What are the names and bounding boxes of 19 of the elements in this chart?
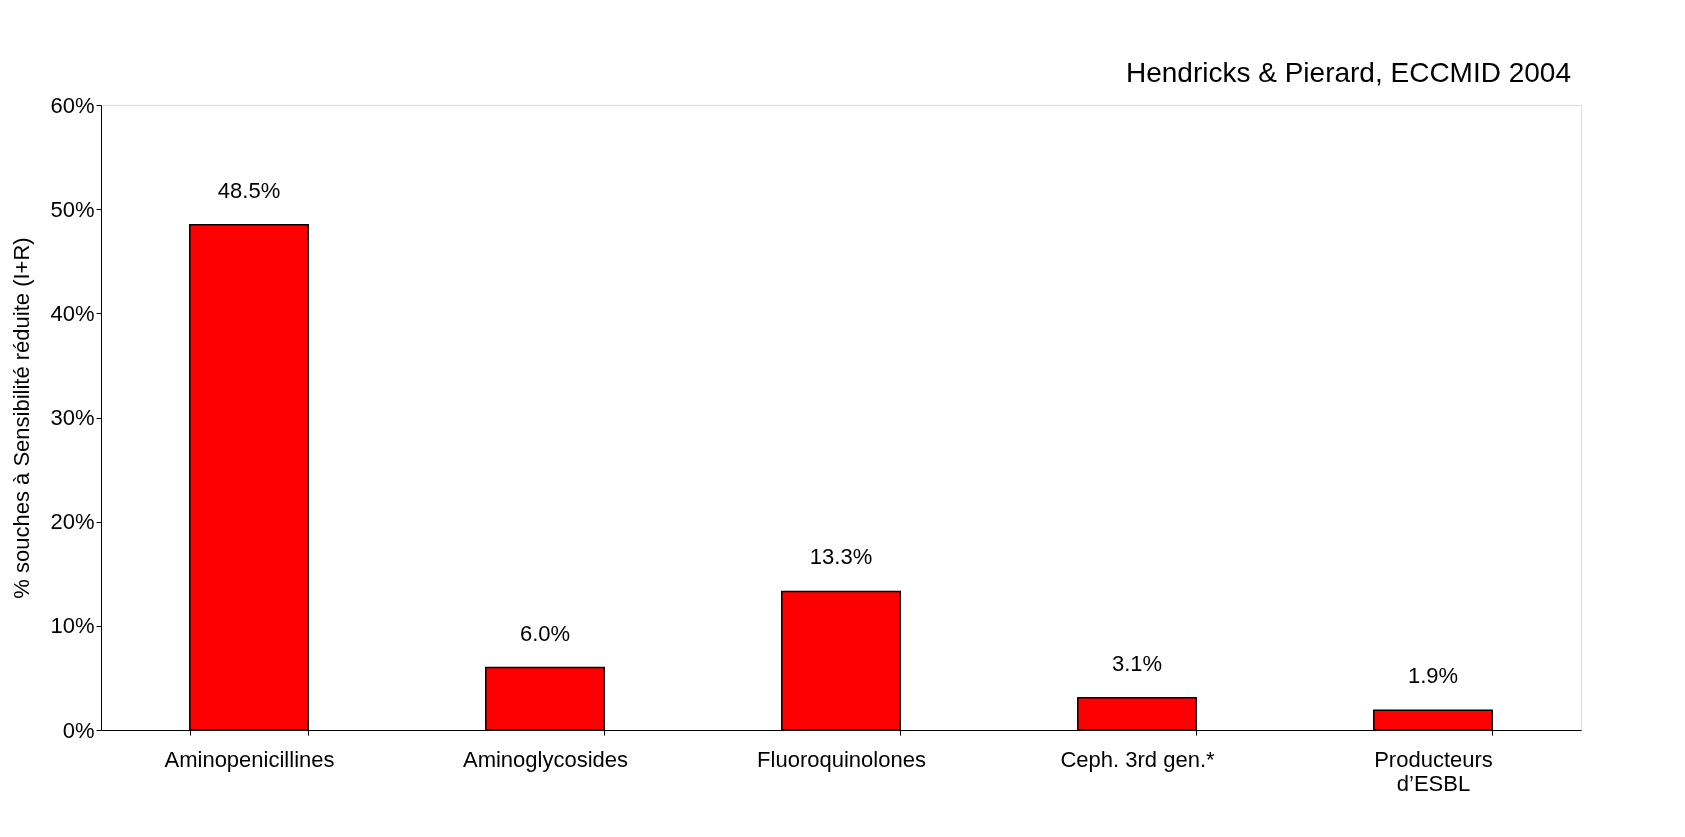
text: Hendricks & Pierard, ECCMID 2004 <box>1125 57 1571 88</box>
y-tick-label: 60% <box>50 92 95 118</box>
y-tick-label: 10% <box>50 613 95 639</box>
y-tick-label: 30% <box>50 405 95 430</box>
y-tick-label: 0% <box>62 717 95 743</box>
x-tick-label: Ceph. 3rd gen.* <box>1060 746 1215 772</box>
data-label: 48.5% <box>217 177 281 203</box>
data-label: 1.9% <box>1407 663 1459 689</box>
data-label: 13.3% <box>809 544 873 570</box>
y-tick-label: 40% <box>50 300 95 326</box>
x-tick-label: Aminoglycosides <box>462 746 629 772</box>
x-tick-label: Fluoroquinolones <box>757 746 926 772</box>
x-tick-label: Producteurs d’ESBL <box>1374 746 1493 796</box>
y-tick-label: 20% <box>50 509 95 535</box>
y-axis-title: % souches à Sensibilité réduite (I+R) <box>9 237 35 599</box>
data-label: 3.1% <box>1111 650 1163 676</box>
y-tick-label: 50% <box>50 196 95 222</box>
x-tick-label: Aminopenicillines <box>164 746 335 772</box>
data-label: 6.0% <box>519 620 571 646</box>
